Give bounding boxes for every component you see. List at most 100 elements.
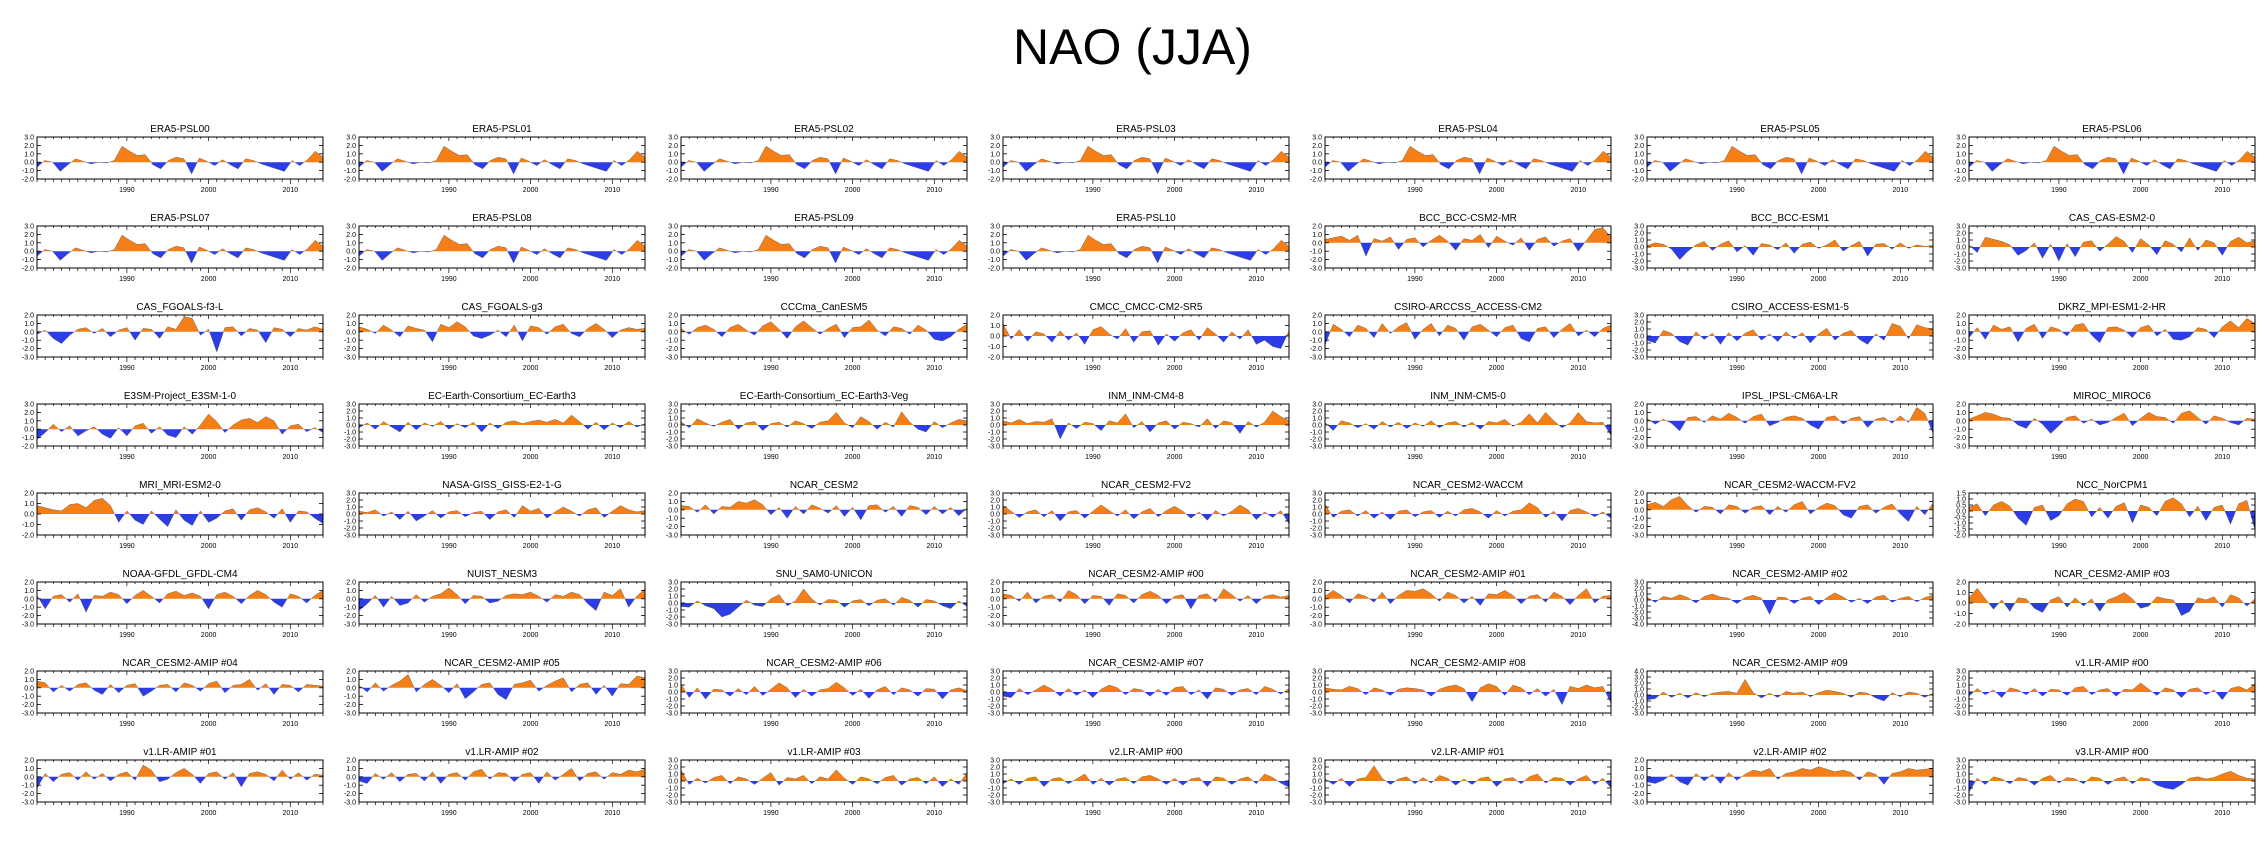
y-tick-label: -3.0 [1632, 533, 1644, 540]
positive-anomaly-area [1003, 685, 1289, 692]
y-tick-label: 3.0 [346, 224, 356, 231]
x-tick-label: 1990 [763, 454, 779, 461]
y-tick-label: 1.0 [346, 588, 356, 595]
panel-title: CSIRO_ACCESS-ESM1-5 [1731, 302, 1849, 313]
plot-frame [36, 670, 324, 714]
y-tick-label: 1.0 [24, 240, 34, 247]
x-tick-label: 2000 [201, 276, 217, 283]
y-tick-label: 1.0 [1634, 238, 1644, 245]
chart-panel: ERA5-PSL09 3.02.01.0 0.0-1.0 -2.0 1990 2000 20… [666, 213, 968, 283]
series-line [1324, 588, 1612, 606]
y-tick-label: 1.0 [1312, 683, 1322, 690]
chart-panel: IPSL_IPSL-CM6A-LR 2.01.00.0 -1.0-2.0 -3.0 19… [1632, 391, 1934, 461]
y-tick-label: 4.0 [1634, 669, 1644, 676]
y-tick-label: 1.0 [24, 501, 34, 508]
panel-title: CSIRO-ARCCSS_ACCESS-CM2 [1394, 302, 1542, 313]
series-line [680, 411, 968, 433]
y-tick-label: 2.0 [1312, 143, 1322, 150]
y-tick-label: 0.0 [990, 423, 1000, 430]
positive-anomaly-area [1969, 146, 2255, 163]
negative-anomaly-area [1647, 509, 1933, 522]
y-tick-label: -1.0 [1632, 699, 1644, 706]
y-tick-label: 2.0 [24, 313, 34, 320]
y-tick-label: 2.0 [346, 232, 356, 239]
y-tick-label: 1.0 [990, 416, 1000, 423]
y-tick-label: -1.0 [666, 697, 678, 704]
positive-anomaly-area [1647, 679, 1933, 695]
y-tick-label: 1.0 [668, 240, 678, 247]
y-tick-label: 1.0 [346, 505, 356, 512]
y-tick-label: 0.0 [668, 423, 678, 430]
y-tick-label: 3.0 [1634, 675, 1644, 682]
y-tick-label: 2.0 [668, 232, 678, 239]
y-tick-label: -3.0 [666, 622, 678, 629]
y-tick-label: 2.0 [346, 669, 356, 676]
y-tick-label: -3.0 [1310, 711, 1322, 718]
x-tick-label: 2010 [2215, 276, 2231, 283]
series-line [1646, 145, 1934, 175]
x-tick-label: 2000 [1489, 543, 1505, 550]
positive-anomaly-area [1003, 323, 1289, 336]
y-tick-label: -2.0 [22, 702, 34, 709]
x-tick-label: 1990 [763, 187, 779, 194]
series-line [1968, 682, 2256, 701]
series-line [358, 321, 646, 343]
y-tick-label: 2.0 [24, 143, 34, 150]
plot-frame [36, 225, 324, 269]
panel-title: MRI_MRI-ESM2-0 [139, 480, 221, 491]
y-tick-label: 1.5 [1956, 491, 1966, 498]
y-tick-label: 1.0 [1956, 151, 1966, 158]
plot-frame [680, 314, 968, 358]
chart-panel: ERA5-PSL01 3.02.01.0 0.0-1.0 -2.0 1990 2000 20… [344, 124, 646, 194]
x-tick-label: 2000 [845, 543, 861, 550]
series-line [36, 145, 324, 175]
series-line [1324, 502, 1612, 522]
chart-panel: NUIST_NESM3 2.01.00.0 -1.0-2.0 -3.0 1990 2000… [344, 569, 646, 639]
positive-anomaly-area [1003, 588, 1289, 599]
positive-anomaly-area [37, 414, 323, 430]
y-tick-label: -1.0 [1632, 341, 1644, 348]
y-tick-label: 1.0 [990, 323, 1000, 330]
y-tick-label: -3.0 [988, 533, 1000, 540]
series-line [1646, 679, 1934, 702]
panel-title: NCAR_CESM2-WACCM-FV2 [1724, 480, 1856, 491]
y-tick-label: -1.0 [22, 257, 34, 264]
negative-anomaly-area [1003, 425, 1289, 439]
y-tick-label: 2.0 [668, 587, 678, 594]
plot-frame [1646, 492, 1934, 536]
x-tick-label: 2000 [201, 632, 217, 639]
negative-anomaly-area [359, 425, 645, 432]
plot-frame [358, 670, 646, 714]
y-tick-label: -1.0 [1310, 430, 1322, 437]
negative-anomaly-area [1647, 695, 1933, 701]
y-tick-label: 3.0 [24, 224, 34, 231]
panel-title: INM_INM-CM4-8 [1108, 391, 1184, 402]
positive-anomaly-area [37, 765, 323, 777]
y-tick-label: -1.0 [1310, 168, 1322, 175]
y-tick-label: 2.0 [1956, 313, 1966, 320]
chart-panel: E3SM-Project_E3SM-1-0 3.02.01.0 0.0-1.0 -2.… [22, 391, 324, 461]
panel-title: NCAR_CESM2-AMIP #09 [1732, 658, 1848, 669]
y-tick-label: 1.0 [1634, 592, 1644, 599]
x-tick-label: 1990 [763, 632, 779, 639]
y-tick-label: 0.0 [990, 690, 1000, 697]
negative-anomaly-area [1647, 336, 1933, 346]
chart-panel: CAS_CAS-ESM2-0 3.02.01.00.0-1.0-2.0-3.0 19… [1954, 213, 2256, 283]
series-line [1968, 497, 2256, 531]
chart-panel: NCAR_CESM2-AMIP #01 2.01.00.0 -1.0-2.0 -3.0… [1310, 569, 1612, 639]
chart-panel: CSIRO_ACCESS-ESM1-5 3.02.01.00.0-1.0-2.0-… [1632, 302, 1934, 372]
negative-anomaly-area [37, 598, 323, 613]
x-tick-label: 2000 [523, 276, 539, 283]
y-tick-label: 3.0 [24, 135, 34, 142]
x-tick-label: 2000 [1167, 721, 1183, 728]
plot-frame [1324, 136, 1612, 180]
panel-title: NCAR_CESM2-AMIP #05 [444, 658, 560, 669]
series-line [36, 413, 324, 440]
y-tick-label: 0.0 [668, 329, 678, 336]
y-tick-label: -3.0 [344, 444, 356, 451]
y-tick-label: -1.0 [1954, 521, 1966, 528]
panel-title: ERA5-PSL08 [472, 213, 532, 224]
y-tick-label: 2.0 [1312, 409, 1322, 416]
x-tick-label: 1990 [1729, 187, 1745, 194]
y-tick-label: -1.0 [344, 257, 356, 264]
